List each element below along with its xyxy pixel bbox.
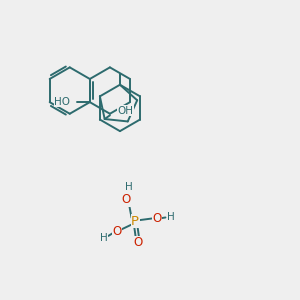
Text: H: H bbox=[167, 212, 175, 222]
Text: O: O bbox=[134, 236, 143, 249]
Text: OH: OH bbox=[118, 106, 134, 116]
Text: O: O bbox=[152, 212, 161, 225]
Text: P: P bbox=[131, 215, 139, 228]
Text: O: O bbox=[122, 194, 131, 206]
Text: O: O bbox=[112, 225, 121, 238]
Text: H: H bbox=[100, 233, 108, 243]
Text: HO: HO bbox=[54, 97, 70, 106]
Text: H: H bbox=[125, 182, 133, 193]
